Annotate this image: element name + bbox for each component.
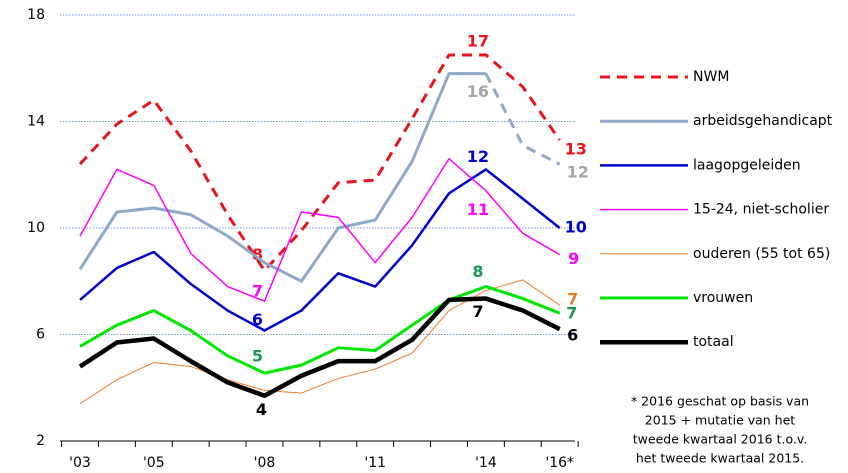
y-tick-label: 2 — [36, 433, 45, 449]
value-label: 9 — [568, 249, 579, 268]
footnote: 2015 + mutatie van het — [645, 413, 795, 428]
value-label: 7 — [472, 302, 483, 321]
x-tick-label: '03 — [69, 455, 91, 471]
x-tick-label: '08 — [254, 455, 276, 471]
value-label: 6 — [252, 310, 263, 329]
x-tick-label: '16* — [545, 455, 574, 471]
value-label: 4 — [256, 400, 267, 419]
value-label: 17 — [467, 31, 489, 50]
value-label: 6 — [567, 326, 578, 345]
series-line — [79, 168, 561, 332]
value-label: 8 — [472, 262, 483, 281]
footnote: tweede kwartaal 2016 t.o.v. — [633, 432, 808, 447]
x-tick-label: '05 — [143, 455, 165, 471]
value-label: 5 — [252, 347, 263, 366]
footnote: het tweede kwartaal 2015. — [636, 451, 804, 466]
series-line — [78, 53, 561, 273]
y-tick-label: 14 — [27, 114, 45, 130]
value-label: 12 — [567, 163, 589, 182]
series-line — [79, 279, 560, 405]
y-tick-label: 18 — [27, 7, 45, 23]
series-line — [78, 72, 486, 283]
legend-label: arbeidsgehandicapt — [693, 113, 833, 129]
legend-label: totaal — [693, 334, 734, 350]
value-label: 7 — [567, 290, 578, 309]
value-label: 7 — [566, 304, 577, 323]
series-line — [484, 72, 561, 166]
y-tick-label: 10 — [27, 220, 45, 236]
value-label: 7 — [252, 282, 263, 301]
y-tick-label: 6 — [36, 327, 45, 343]
series-line — [79, 158, 561, 302]
footnote: * 2016 geschat op basis van — [631, 394, 809, 409]
value-label: 12 — [467, 147, 489, 166]
value-label: 13 — [565, 140, 587, 159]
value-label: 8 — [252, 245, 263, 264]
legend-label: laagopgeleiden — [693, 157, 801, 173]
legend-label: ouderen (55 tot 65) — [693, 246, 830, 262]
legend-label: NWM — [693, 69, 729, 85]
x-tick-label: '11 — [364, 455, 386, 471]
series-line — [79, 285, 561, 375]
legend-label: 15-24, niet-scholier — [693, 202, 829, 218]
value-label: 11 — [467, 200, 489, 219]
series-line — [78, 296, 561, 398]
legend-label: vrouwen — [693, 290, 753, 306]
value-label: 10 — [565, 218, 587, 237]
x-tick-label: '14 — [475, 455, 497, 471]
value-label: 16 — [467, 82, 489, 101]
